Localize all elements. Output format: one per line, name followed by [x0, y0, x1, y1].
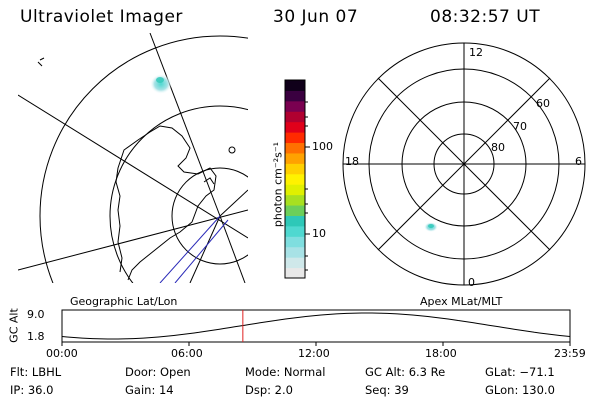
- mlat-label-80: 80: [491, 141, 505, 154]
- timeline-y-bottom: 1.8: [27, 330, 45, 343]
- colorbar-segment: [285, 184, 305, 196]
- colorbar-segment: [285, 215, 305, 227]
- timeline-x-tick-2: 12:00: [298, 347, 330, 360]
- status-door: Door: Open: [125, 365, 191, 379]
- colorbar-segment: [285, 80, 305, 91]
- polar-plot: [342, 42, 586, 286]
- mlt-label-0: 0: [468, 276, 475, 289]
- colorbar-segment: [285, 205, 305, 216]
- timeline-axis-title: GC Alt: [7, 308, 21, 343]
- timeline-x-tick-0: 00:00: [46, 347, 78, 360]
- geographic-panel-label: Geographic Lat/Lon: [70, 295, 178, 308]
- colorbar-segment: [285, 163, 305, 175]
- colorbar-tick-100: 100: [312, 140, 333, 153]
- timeline-x-tick-1: 06:00: [171, 347, 203, 360]
- colorbar-segment: [285, 257, 305, 269]
- colorbar-segment: [285, 236, 305, 248]
- status-gc-alt: GC Alt: 6.3 Re: [365, 365, 446, 379]
- mlt-label-18: 18: [345, 155, 359, 168]
- colorbar-tick-10: 10: [312, 227, 326, 240]
- time-label: 08:32:57 UT: [430, 7, 541, 27]
- status-glat: GLat: −71.1: [485, 365, 555, 379]
- status-filter: Flt: LBHL: [10, 365, 62, 379]
- colorbar-segment: [285, 121, 305, 133]
- status-seq: Seq: 39: [365, 383, 409, 397]
- colorbar-segment: [285, 132, 305, 144]
- colorbar-segment: [285, 194, 305, 206]
- status-mode: Mode: Normal: [245, 365, 326, 379]
- colorbar-segment: [285, 246, 305, 258]
- timeline-x-tick-4: 23:59: [554, 347, 586, 360]
- colorbar-segment: [285, 173, 305, 185]
- timeline-x-tick-3: 18:00: [425, 347, 457, 360]
- colorbar-segment: [285, 152, 305, 164]
- colorbar-segment: [285, 267, 305, 279]
- mlt-label-6: 6: [575, 155, 582, 168]
- colorbar-segment: [285, 90, 305, 102]
- timeline-y-top: 9.0: [27, 308, 45, 321]
- apex-panel-label: Apex MLat/MLT: [420, 295, 503, 308]
- status-gain: Gain: 14: [125, 383, 174, 397]
- mlat-label-60: 60: [536, 97, 550, 110]
- mlt-label-12: 12: [469, 46, 483, 59]
- mlat-label-70: 70: [513, 120, 527, 133]
- colorbar-segment: [285, 111, 305, 123]
- aurora-emission-geo: [150, 74, 172, 94]
- date-label: 30 Jun 07: [273, 7, 359, 27]
- geographic-map: [18, 33, 248, 283]
- status-dsp: Dsp: 2.0: [245, 383, 293, 397]
- instrument-title: Ultraviolet Imager: [20, 7, 183, 27]
- colorbar-unit-label: photon cm⁻²s⁻¹: [271, 141, 285, 228]
- colorbar-segment: [285, 100, 305, 112]
- colorbar-scale: [285, 80, 305, 279]
- colorbar-segment: [285, 142, 305, 154]
- status-glon: GLon: 130.0: [485, 383, 555, 397]
- status-ip: IP: 36.0: [10, 383, 54, 397]
- colorbar-segment: [285, 225, 305, 237]
- altitude-curve: [61, 312, 571, 340]
